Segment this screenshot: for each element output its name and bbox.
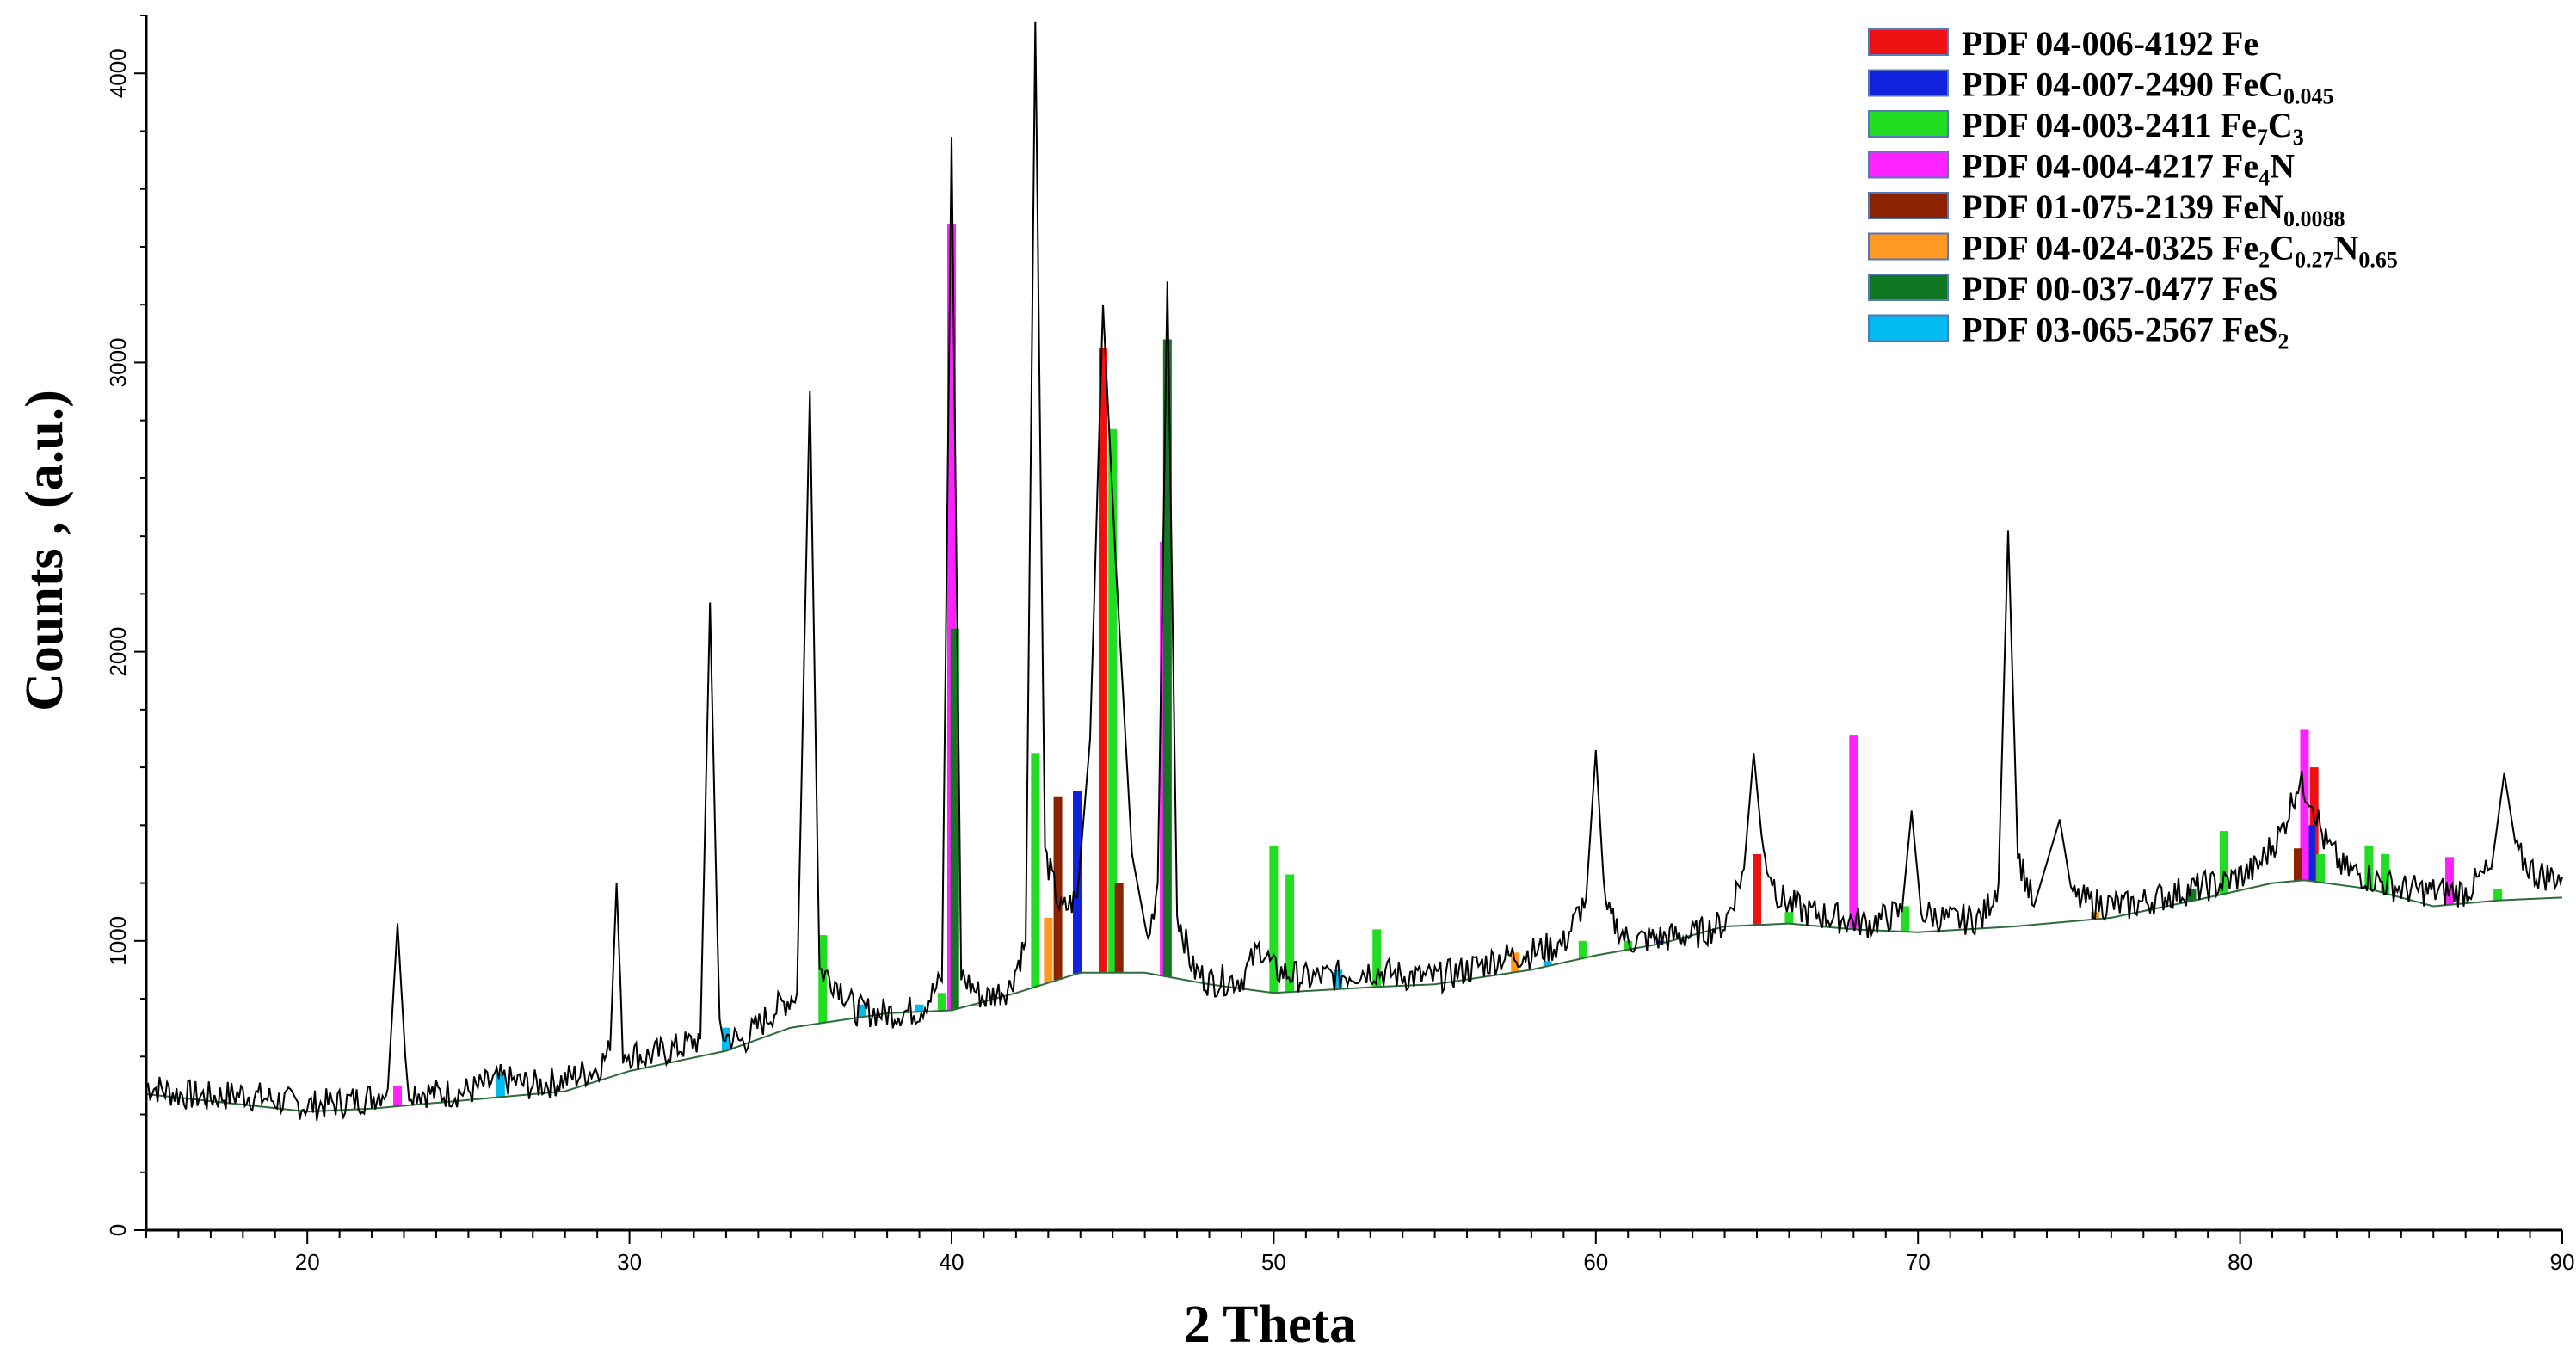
reference-stick xyxy=(2316,853,2326,883)
reference-stick xyxy=(1901,906,1910,932)
reference-stick xyxy=(1162,339,1172,977)
reference-stick xyxy=(1624,940,1633,950)
legend-item: PDF 04-006-4192 Fe xyxy=(1868,24,2259,63)
reference-stick xyxy=(1753,853,1761,926)
y-axis-ticks: 0 1000 2000 3000 4000 xyxy=(105,15,146,1236)
reference-stick xyxy=(1578,940,1587,958)
reference-stick xyxy=(1784,912,1794,924)
reference-stick xyxy=(393,1085,403,1107)
reference-stick xyxy=(2219,831,2228,895)
reference-stick xyxy=(2493,889,2503,901)
reference-stick xyxy=(915,1004,924,1012)
x-tick-label: 20 xyxy=(295,1249,320,1275)
reference-stick xyxy=(1655,940,1665,945)
legend-label: PDF 00-037-0477 FeS xyxy=(1962,269,2277,308)
reference-stick xyxy=(1334,969,1343,989)
x-tick-label: 60 xyxy=(1583,1249,1608,1275)
reference-stick xyxy=(937,993,946,1011)
reference-stick xyxy=(1372,929,1382,988)
reference-stick xyxy=(1511,952,1520,973)
legend-swatch xyxy=(1868,274,1949,301)
legend-item: PDF 04-024-0325 Fe2C0.27N0.65 xyxy=(1868,229,2398,273)
x-axis-ticks: 20 30 40 50 60 70 80 90 xyxy=(145,1230,2575,1275)
y-tick-label: 1000 xyxy=(105,916,131,966)
reference-stick xyxy=(1098,348,1107,973)
legend-swatch xyxy=(1868,232,1949,261)
reference-stick xyxy=(1285,874,1295,993)
legend-item: PDF 03-065-2567 FeS2 xyxy=(1868,311,2289,354)
y-tick-label: 3000 xyxy=(105,338,131,388)
x-axis-title: 2 Theta xyxy=(1184,1295,1356,1354)
legend-swatch xyxy=(1868,192,1949,219)
axes: 20 30 40 50 60 70 80 90 0 1000 2000 3000 4000 xyxy=(105,15,2574,1275)
legend-swatch xyxy=(1868,314,1949,342)
reference-stick xyxy=(972,1004,982,1006)
background-curve xyxy=(145,879,2563,1113)
y-tick-label: 2000 xyxy=(105,627,131,677)
reference-stick xyxy=(2300,729,2309,881)
y-tick-label: 4000 xyxy=(105,48,131,98)
reference-stick xyxy=(1269,845,1279,994)
x-tick-label: 30 xyxy=(617,1249,642,1275)
reference-stick xyxy=(496,1074,505,1098)
x-tick-label: 50 xyxy=(1261,1249,1286,1275)
reference-stick xyxy=(950,628,959,1010)
legend-label: PDF 04-024-0325 Fe2C0.27N0.65 xyxy=(1962,229,2398,273)
legend-label: PDF 04-006-4192 Fe xyxy=(1962,24,2259,63)
legend-item: PDF 04-004-4217 Fe4N xyxy=(1868,147,2295,191)
reference-stick xyxy=(857,1004,866,1018)
reference-stick xyxy=(1543,961,1552,967)
reference-stick xyxy=(2187,889,2197,902)
legend-item: PDF 04-007-2490 FeC0.045 xyxy=(1868,65,2334,109)
x-tick-label: 90 xyxy=(2550,1249,2575,1275)
plot-area xyxy=(145,21,2563,1121)
reference-stick xyxy=(947,224,956,1011)
legend-item: PDF 00-037-0477 FeS xyxy=(1868,269,2277,308)
reference-stick xyxy=(1114,883,1124,973)
legend-label: PDF 03-065-2567 FeS2 xyxy=(1962,311,2289,354)
legend-label: PDF 04-003-2411 Fe7C3 xyxy=(1962,106,2304,150)
x-tick-label: 70 xyxy=(1906,1249,1931,1275)
legend-swatch xyxy=(1868,151,1949,179)
reference-stick xyxy=(1031,753,1040,988)
reference-stick xyxy=(1108,428,1118,973)
measured-pattern-line xyxy=(145,21,2563,1121)
x-tick-label: 80 xyxy=(2228,1249,2252,1275)
reference-stick xyxy=(1849,735,1858,930)
legend-item: PDF 01-075-2139 FeN0.0088 xyxy=(1868,188,2345,231)
reference-stick xyxy=(2293,848,2302,881)
legend-swatch xyxy=(1868,69,1949,97)
x-tick-label: 40 xyxy=(940,1249,964,1275)
reference-stick xyxy=(2306,825,2315,882)
reference-stick xyxy=(2309,767,2319,882)
reference-stick xyxy=(2444,857,2454,905)
reference-stick xyxy=(1044,917,1053,983)
y-tick-label: 0 xyxy=(105,1224,131,1236)
legend-label: PDF 04-004-4217 Fe4N xyxy=(1962,147,2295,191)
legend-label: PDF 01-075-2139 FeN0.0088 xyxy=(1962,188,2345,231)
reference-stick xyxy=(1053,796,1063,981)
legend-item: PDF 04-003-2411 Fe7C3 xyxy=(1868,106,2304,150)
legend-label: PDF 04-007-2490 FeC0.045 xyxy=(1962,65,2334,109)
legend-swatch xyxy=(1868,28,1949,56)
reference-stick xyxy=(2381,853,2390,894)
legend-swatch xyxy=(1868,110,1949,138)
y-axis-title: Counts , (a.u.) xyxy=(15,390,74,711)
reference-stick xyxy=(1073,790,1082,974)
